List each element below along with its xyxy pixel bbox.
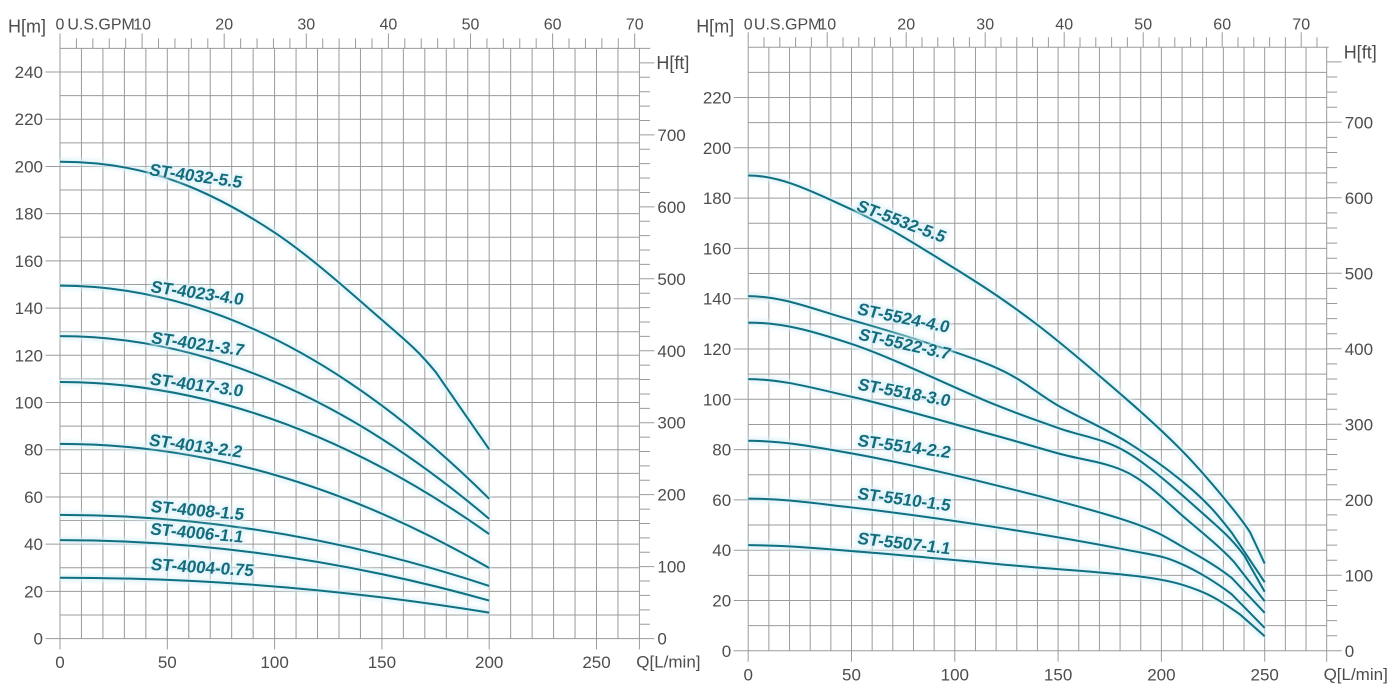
svg-text:180: 180: [703, 189, 731, 208]
svg-text:60: 60: [24, 488, 43, 507]
svg-text:0: 0: [722, 642, 731, 661]
svg-text:300: 300: [1345, 415, 1373, 434]
svg-text:300: 300: [657, 414, 685, 433]
svg-text:20: 20: [215, 17, 233, 34]
svg-text:30: 30: [297, 17, 315, 34]
svg-text:20: 20: [712, 592, 731, 611]
svg-text:40: 40: [1055, 17, 1073, 34]
svg-text:30: 30: [976, 17, 994, 34]
svg-text:10: 10: [133, 17, 151, 34]
svg-text:500: 500: [1345, 264, 1373, 283]
svg-text:600: 600: [657, 198, 685, 217]
svg-text:160: 160: [703, 239, 731, 258]
svg-text:250: 250: [582, 653, 610, 672]
svg-text:Q[L/min]: Q[L/min]: [636, 653, 700, 672]
svg-text:50: 50: [462, 17, 480, 34]
svg-text:600: 600: [1345, 189, 1373, 208]
svg-text:150: 150: [368, 653, 396, 672]
svg-text:220: 220: [703, 89, 731, 108]
svg-text:H[m]: H[m]: [696, 17, 734, 37]
svg-text:100: 100: [657, 558, 685, 577]
svg-text:50: 50: [842, 665, 861, 684]
svg-text:60: 60: [1213, 17, 1231, 34]
svg-text:140: 140: [15, 299, 43, 318]
svg-text:500: 500: [657, 270, 685, 289]
svg-text:10: 10: [818, 17, 836, 34]
svg-text:180: 180: [15, 205, 43, 224]
svg-text:200: 200: [1345, 491, 1373, 510]
svg-text:140: 140: [703, 290, 731, 309]
svg-text:70: 70: [1292, 17, 1310, 34]
svg-text:70: 70: [626, 17, 644, 34]
svg-text:200: 200: [657, 486, 685, 505]
svg-text:100: 100: [260, 653, 288, 672]
svg-text:120: 120: [703, 340, 731, 359]
svg-text:80: 80: [712, 441, 731, 460]
svg-text:120: 120: [15, 346, 43, 365]
svg-text:100: 100: [941, 665, 969, 684]
svg-text:150: 150: [1044, 665, 1072, 684]
svg-text:0: 0: [34, 630, 43, 649]
svg-text:0: 0: [56, 17, 65, 34]
svg-text:20: 20: [24, 582, 43, 601]
svg-text:250: 250: [1251, 665, 1279, 684]
svg-text:0: 0: [744, 17, 753, 34]
svg-text:0: 0: [657, 630, 666, 649]
svg-text:160: 160: [15, 252, 43, 271]
svg-text:U.S.GPM: U.S.GPM: [67, 17, 135, 34]
svg-text:Q[L/min]: Q[L/min]: [1324, 665, 1388, 684]
svg-text:0: 0: [743, 665, 752, 684]
svg-text:40: 40: [712, 541, 731, 560]
svg-text:200: 200: [15, 157, 43, 176]
svg-text:0: 0: [55, 653, 64, 672]
svg-text:0: 0: [1345, 642, 1354, 661]
svg-text:60: 60: [712, 491, 731, 510]
svg-text:80: 80: [24, 441, 43, 460]
svg-text:100: 100: [15, 394, 43, 413]
svg-text:100: 100: [703, 390, 731, 409]
svg-text:U.S.GPM: U.S.GPM: [754, 17, 822, 34]
svg-text:700: 700: [657, 126, 685, 145]
svg-text:400: 400: [1345, 340, 1373, 359]
svg-text:200: 200: [703, 139, 731, 158]
svg-text:240: 240: [15, 63, 43, 82]
svg-text:20: 20: [897, 17, 915, 34]
svg-text:50: 50: [1134, 17, 1152, 34]
svg-text:40: 40: [24, 535, 43, 554]
svg-text:H[ft]: H[ft]: [656, 53, 689, 73]
svg-text:200: 200: [475, 653, 503, 672]
svg-text:50: 50: [158, 653, 177, 672]
svg-text:220: 220: [15, 110, 43, 129]
svg-text:H[m]: H[m]: [8, 17, 46, 37]
svg-text:700: 700: [1345, 113, 1373, 132]
svg-text:100: 100: [1345, 566, 1373, 585]
svg-text:400: 400: [657, 342, 685, 361]
svg-text:H[ft]: H[ft]: [1344, 42, 1377, 62]
svg-text:200: 200: [1147, 665, 1175, 684]
svg-text:40: 40: [380, 17, 398, 34]
svg-text:60: 60: [544, 17, 562, 34]
